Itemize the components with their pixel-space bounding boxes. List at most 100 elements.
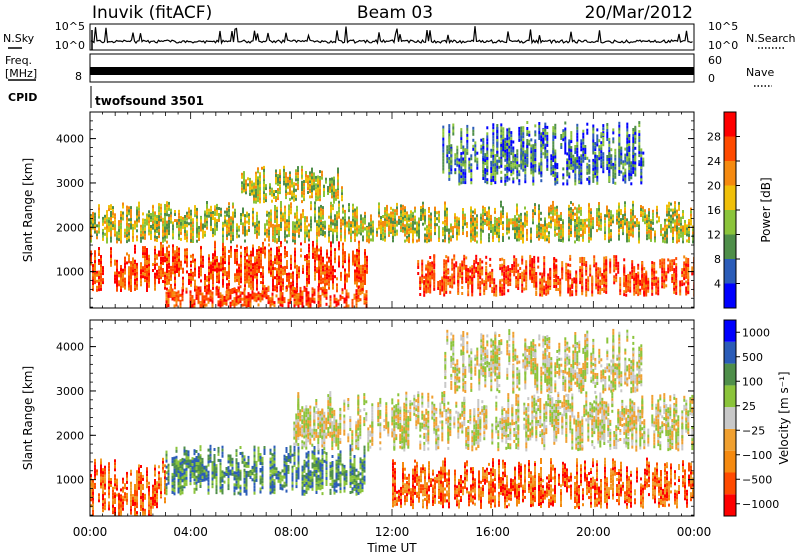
range-gate-cell bbox=[501, 292, 504, 296]
range-gate-cell bbox=[92, 267, 94, 271]
range-gate-cell bbox=[332, 283, 334, 287]
range-gate-cell bbox=[120, 289, 122, 292]
range-gate-cell bbox=[288, 214, 290, 218]
range-gate-cell bbox=[272, 263, 274, 267]
range-gate-cell bbox=[104, 220, 106, 224]
range-gate-cell bbox=[228, 279, 230, 283]
range-gate-cell bbox=[268, 267, 270, 271]
range-gate-cell bbox=[625, 287, 628, 291]
range-gate-cell bbox=[214, 211, 216, 215]
range-gate-cell bbox=[94, 215, 96, 219]
range-gate-cell bbox=[296, 229, 298, 233]
range-gate-cell bbox=[322, 225, 324, 229]
range-gate-cell bbox=[202, 226, 204, 230]
range-gate-cell bbox=[208, 269, 210, 273]
range-gate-cell bbox=[166, 254, 168, 258]
range-gate-cell bbox=[261, 291, 264, 295]
range-gate-cell bbox=[567, 272, 570, 276]
range-gate-cell bbox=[295, 302, 298, 306]
range-gate-cell bbox=[246, 274, 248, 278]
range-gate-cell bbox=[565, 262, 568, 266]
range-gate-cell bbox=[208, 278, 210, 282]
freq-panel: Freq. [MHz] 8 Nave 60 0 bbox=[5, 53, 774, 87]
range-gate-cell bbox=[599, 270, 602, 274]
range-gate-cell bbox=[302, 212, 304, 216]
range-gate-cell bbox=[142, 227, 144, 231]
range-gate-cell bbox=[603, 280, 606, 284]
range-gate-cell bbox=[271, 298, 274, 302]
range-gate-cell bbox=[464, 219, 466, 223]
range-gate-cell bbox=[278, 261, 280, 265]
range-gate-cell bbox=[451, 276, 454, 280]
range-gate-cell bbox=[326, 270, 328, 274]
range-gate-cell bbox=[277, 297, 280, 301]
range-gate-cell bbox=[333, 297, 336, 301]
range-gate-cell bbox=[232, 223, 234, 227]
range-gate-cell bbox=[291, 294, 294, 298]
range-gate-cell bbox=[100, 258, 102, 261]
range-gate-cell bbox=[320, 219, 322, 223]
range-gate-cell bbox=[483, 289, 486, 293]
range-gate-cell bbox=[267, 295, 270, 299]
range-gate-cell bbox=[132, 269, 134, 273]
range-gate-cell bbox=[264, 252, 266, 256]
range-gate-cell bbox=[443, 287, 446, 291]
range-gate-cell bbox=[687, 290, 690, 294]
range-gate-cell bbox=[339, 297, 342, 301]
range-gate-cell bbox=[222, 284, 224, 288]
range-gate-cell bbox=[214, 223, 216, 227]
range-gate-cell bbox=[164, 253, 166, 257]
range-gate-cell bbox=[253, 292, 256, 296]
range-gate-cell bbox=[235, 292, 238, 295]
range-gate-cell bbox=[547, 276, 550, 280]
range-gate-cell bbox=[299, 292, 302, 296]
range-gate-cell bbox=[503, 286, 506, 290]
range-gate-cell bbox=[390, 217, 392, 221]
range-gate-cell bbox=[290, 275, 292, 279]
range-gate-cell bbox=[491, 286, 494, 290]
range-gate-cell bbox=[685, 269, 688, 273]
range-gate-cell bbox=[439, 280, 442, 283]
range-gate-cell bbox=[334, 254, 336, 258]
range-gate-cell bbox=[218, 216, 220, 219]
range-gate-cell bbox=[345, 304, 348, 308]
range-gate-cell bbox=[625, 275, 628, 278]
range-gate-cell bbox=[158, 209, 160, 213]
range-gate-cell bbox=[452, 232, 454, 236]
range-gate-cell bbox=[280, 219, 282, 222]
range-gate-cell bbox=[206, 208, 208, 212]
range-gate-cell bbox=[134, 278, 136, 282]
range-gate-cell bbox=[268, 229, 270, 233]
range-gate-cell bbox=[419, 278, 422, 281]
range-gate-cell bbox=[423, 275, 426, 279]
range-gate-cell bbox=[298, 221, 300, 225]
range-gate-cell bbox=[240, 277, 242, 281]
range-gate-cell bbox=[146, 265, 148, 268]
range-gate-cell bbox=[543, 285, 546, 289]
range-gate-cell bbox=[451, 279, 454, 283]
range-gate-cell bbox=[172, 250, 174, 254]
range-gate-cell bbox=[244, 253, 246, 256]
range-gate-cell bbox=[643, 293, 646, 297]
range-gate-cell bbox=[641, 264, 644, 268]
range-gate-cell bbox=[408, 219, 410, 223]
range-gate-cell bbox=[174, 276, 176, 280]
range-gate-cell bbox=[352, 224, 354, 228]
range-gate-cell bbox=[184, 215, 186, 218]
range-gate-cell bbox=[224, 273, 226, 277]
range-gate-cell bbox=[312, 240, 314, 244]
range-gate-cell bbox=[134, 272, 136, 276]
range-gate-cell bbox=[505, 272, 508, 276]
range-gate-cell bbox=[106, 234, 108, 238]
range-gate-cell bbox=[412, 214, 414, 218]
range-gate-cell bbox=[328, 274, 330, 278]
range-gate-cell bbox=[599, 291, 602, 295]
range-gate-cell bbox=[433, 254, 436, 258]
range-gate-cell bbox=[443, 259, 446, 263]
range-gate-cell bbox=[170, 274, 172, 278]
range-gate-cell bbox=[225, 290, 228, 294]
range-gate-cell bbox=[412, 220, 414, 224]
range-gate-cell bbox=[320, 266, 322, 270]
range-gate-cell bbox=[629, 271, 632, 275]
range-gate-cell bbox=[515, 264, 518, 268]
